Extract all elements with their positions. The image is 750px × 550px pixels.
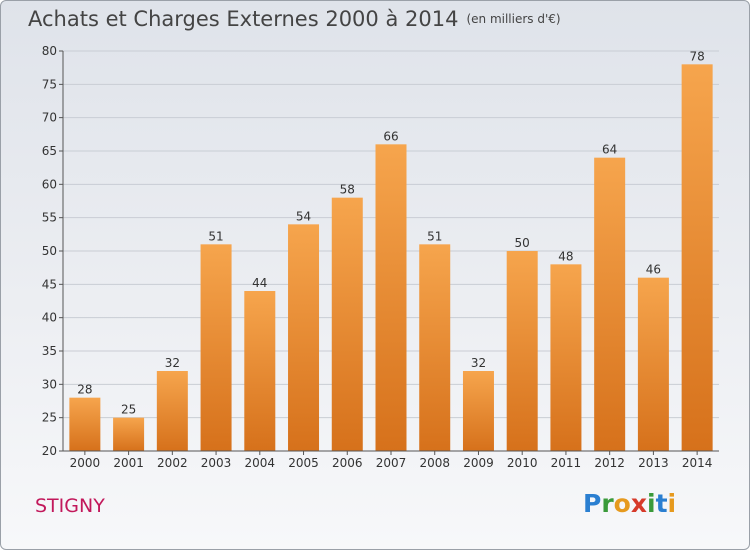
y-tick-label: 55	[42, 211, 57, 225]
y-tick-label: 45	[42, 277, 57, 291]
bar-value-label: 48	[558, 249, 573, 263]
bar-value-label: 78	[689, 49, 704, 63]
x-tick-label: 2012	[594, 456, 625, 470]
logo-letter: x	[630, 489, 647, 518]
chart-title-main: Achats et Charges Externes 2000 à 2014	[28, 7, 459, 31]
bar-2004	[244, 291, 276, 451]
logo-letter: P	[583, 489, 602, 518]
y-tick-label: 35	[42, 344, 57, 358]
x-tick-label: 2006	[332, 456, 363, 470]
x-tick-label: 2005	[288, 456, 319, 470]
bar-2001	[113, 417, 145, 451]
bar-value-label: 25	[121, 403, 136, 417]
bar-value-label: 44	[252, 276, 267, 290]
y-tick-label: 75	[42, 77, 57, 91]
bar-value-label: 54	[296, 209, 311, 223]
chart-title: Achats et Charges Externes 2000 à 2014 (e…	[28, 7, 561, 31]
bar-2013	[637, 277, 669, 451]
x-tick-label: 2007	[376, 456, 407, 470]
x-tick-label: 2014	[682, 456, 713, 470]
x-tick-label: 2010	[507, 456, 538, 470]
x-tick-label: 2000	[70, 456, 101, 470]
bars: 28 25 32 51 44 54 58 66 51 32 50 48 64 46 78	[69, 49, 713, 452]
bar-value-label: 32	[165, 356, 180, 370]
y-tick-label: 80	[42, 44, 57, 58]
bar-2007	[375, 144, 407, 452]
x-tick-label: 2002	[157, 456, 188, 470]
bar-value-label: 51	[427, 229, 442, 243]
bar-2011	[550, 264, 582, 451]
x-tick-label: 2011	[551, 456, 582, 470]
y-tick-label: 65	[42, 144, 57, 158]
bar-2014	[681, 64, 713, 452]
bar-value-label: 58	[340, 183, 355, 197]
logo-letter: o	[613, 489, 631, 518]
bar-value-label: 50	[515, 236, 530, 250]
x-tick-label: 2004	[245, 456, 276, 470]
bar-value-label: 66	[383, 129, 398, 143]
bar-2002	[156, 371, 188, 451]
logo-letter: i	[667, 489, 677, 518]
bar-2012	[594, 157, 626, 451]
proxiti-logo: Proxiti	[583, 489, 676, 518]
commune-name: STIGNY	[35, 495, 105, 517]
y-tick-label: 25	[42, 411, 57, 425]
bar-value-label: 32	[471, 356, 486, 370]
logo-letter: r	[601, 489, 614, 518]
chart-title-unit: (en milliers d'€)	[466, 12, 561, 26]
y-tick-label: 70	[42, 111, 57, 125]
x-tick-label: 2008	[419, 456, 450, 470]
bar-value-label: 51	[208, 229, 223, 243]
bar-2006	[331, 197, 363, 451]
logo-letter: i	[647, 489, 656, 518]
x-tick-label: 2009	[463, 456, 494, 470]
y-tick-label: 40	[42, 311, 57, 325]
x-tick-label: 2013	[638, 456, 669, 470]
bar-2008	[419, 244, 451, 451]
y-tick-label: 50	[42, 244, 57, 258]
y-tick-label: 30	[42, 377, 57, 391]
y-tick-label: 20	[42, 444, 57, 458]
bar-2003	[200, 244, 232, 451]
bar-value-label: 46	[646, 263, 661, 277]
bar-2009	[462, 371, 494, 451]
bar-2010	[506, 251, 538, 451]
bar-value-label: 64	[602, 143, 617, 157]
y-tick-label: 60	[42, 177, 57, 191]
logo-letter: t	[655, 489, 668, 518]
bar-value-label: 28	[77, 383, 92, 397]
x-tick-label: 2003	[201, 456, 232, 470]
bar-2000	[69, 397, 101, 451]
x-tick-label: 2001	[113, 456, 144, 470]
bar-2005	[288, 224, 320, 451]
axes: 20 25 30 35 40 45 50 55 60 65 70 75 80 2000 2001 2002 20…	[42, 44, 719, 470]
